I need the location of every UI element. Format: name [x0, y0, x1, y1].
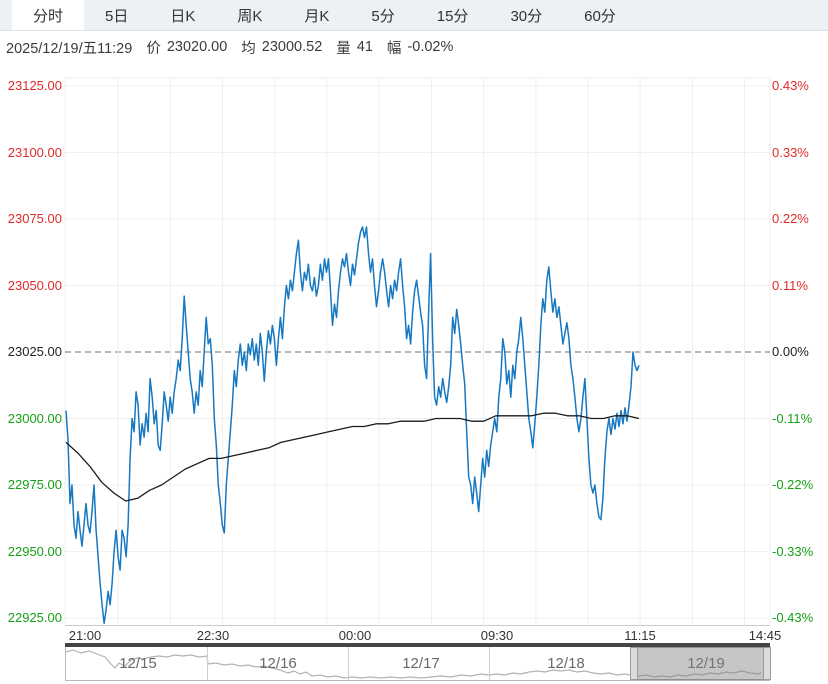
navigator-date-divider [348, 647, 349, 680]
x-axis-label: 11:15 [624, 628, 656, 643]
x-axis-label: 14:45 [748, 628, 782, 643]
tab-monthly-k[interactable]: 月K [304, 7, 330, 25]
quote-datetime: 2025/12/19/五11:29 [6, 40, 133, 57]
navigator-top-bar [65, 643, 770, 647]
y-axis-right-label: -0.22% [772, 477, 814, 492]
y-axis-right-label: -0.11% [772, 410, 813, 426]
navigator-sparkline-path [66, 649, 762, 679]
tab-60min[interactable]: 60分 [584, 7, 616, 25]
date-navigator[interactable]: 12/15 12/16 12/17 12/18 12/19 [65, 647, 771, 681]
y-axis-left-label: 23050.00 [7, 277, 62, 293]
y-axis-left-label: 22975.00 [7, 477, 62, 492]
navigator-sparkline [66, 649, 762, 679]
quote-status-line: 2025/12/19/五11:29 价 23020.00 均 23000.52 … [6, 36, 467, 58]
average-line [65, 412, 640, 502]
tab-intraday[interactable]: 分时 [12, 0, 85, 30]
volume-value: 41 [356, 39, 373, 55]
y-axis-right-label: 0.22% [772, 211, 809, 226]
navigator-date-12-15[interactable]: 12/15 [119, 655, 157, 672]
tab-weekly-k[interactable]: 周K [237, 7, 263, 25]
volume-label: 量 [336, 40, 351, 57]
navigator-date-12-17[interactable]: 12/17 [402, 655, 440, 672]
period-tabbar: 分时 5日 日K 周K 月K 5分 15分 30分 60分 [0, 0, 828, 31]
y-axis-right-label: -0.43% [772, 610, 814, 625]
tab-15min[interactable]: 15分 [436, 7, 469, 25]
tab-daily-k[interactable]: 日K [170, 7, 196, 25]
price-line [65, 226, 640, 625]
y-axis-left-label: 23025.00 [7, 344, 62, 359]
y-axis-right-label: -0.33% [772, 543, 814, 559]
y-axis-right-label: 0.11% [772, 277, 808, 293]
y-axis-left-label: 22950.00 [7, 543, 62, 559]
tab-30min[interactable]: 30分 [510, 7, 543, 25]
x-axis-label: 22:30 [196, 628, 230, 643]
avg-value: 23000.52 [261, 39, 323, 55]
navigator-right-handle[interactable] [763, 647, 771, 680]
y-axis-left-label: 23000.00 [7, 410, 62, 426]
change-value: -0.02% [407, 39, 454, 55]
y-axis-left-label: 22925.00 [7, 610, 62, 625]
y-axis-left-label: 23100.00 [7, 144, 62, 160]
y-axis-right-label: 0.00% [772, 344, 809, 359]
change-label: 幅 [386, 40, 402, 57]
y-axis-left-label: 23075.00 [7, 211, 62, 226]
navigator-date-divider [489, 647, 490, 680]
y-axis-right-label: 0.33% [772, 144, 809, 160]
navigator-date-divider [207, 647, 208, 680]
navigator-date-12-18[interactable]: 12/18 [547, 655, 585, 672]
x-axis-label: 00:00 [338, 628, 372, 643]
price-label: 价 [146, 40, 161, 57]
navigator-date-12-19[interactable]: 12/19 [687, 655, 725, 672]
tab-5day[interactable]: 5日 [105, 7, 129, 25]
navigator-selection-window[interactable] [630, 647, 771, 680]
y-axis-left-label: 23125.00 [7, 78, 62, 93]
y-axis-right-label: 0.43% [772, 78, 809, 93]
avg-label: 均 [241, 40, 256, 57]
x-axis-label: 09:30 [480, 628, 514, 643]
tab-5min[interactable]: 5分 [371, 7, 395, 25]
x-axis-label: 21:00 [68, 628, 102, 643]
navigator-date-12-16[interactable]: 12/16 [259, 655, 297, 672]
price-value: 23020.00 [166, 39, 228, 55]
navigator-left-handle[interactable] [630, 647, 638, 680]
